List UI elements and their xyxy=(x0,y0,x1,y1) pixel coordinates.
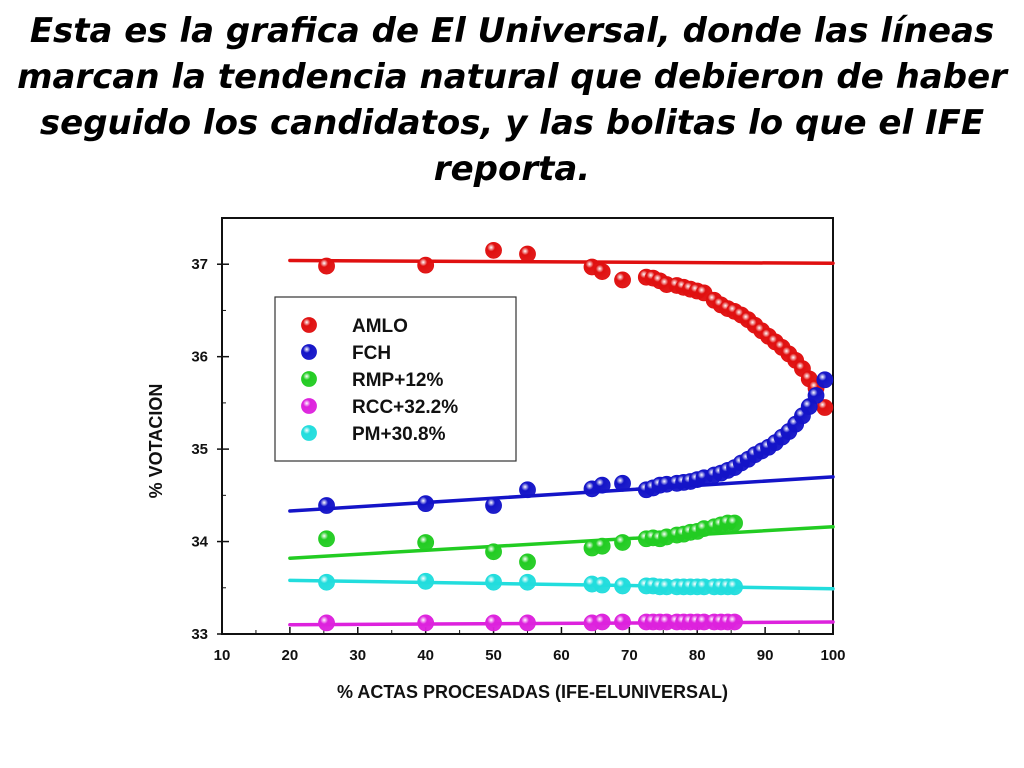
point-fch xyxy=(318,497,335,514)
y-tick-label: 37 xyxy=(191,256,208,273)
point-pm-30-8 xyxy=(318,573,335,591)
y-tick-label: 35 xyxy=(191,441,208,458)
point-fch xyxy=(614,474,631,492)
y-tick-label: 33 xyxy=(191,626,208,643)
trend-lines xyxy=(288,258,835,627)
legend-label-rcc-32-2: RCC+32.2% xyxy=(352,397,458,418)
legend-label-pm-30-8: PM+30.8% xyxy=(352,424,446,445)
point-pm-30-8 xyxy=(614,577,631,595)
point-rmp-12 xyxy=(485,543,502,561)
y-tick-label: 34 xyxy=(191,534,208,551)
point-pm-30-8 xyxy=(485,573,502,591)
point-rmp-12 xyxy=(726,514,743,532)
point-rcc-32-2 xyxy=(485,614,502,632)
slide-title: Esta es la grafica de El Universal, dond… xyxy=(17,11,1007,189)
trend-line-rmp-12 xyxy=(288,525,835,560)
x-tick-label: 50 xyxy=(485,647,502,664)
axis-ticks xyxy=(217,263,834,635)
point-amlo xyxy=(614,271,631,289)
point-pm-30-8 xyxy=(519,573,536,591)
point-rcc-32-2 xyxy=(593,613,611,631)
point-amlo xyxy=(519,245,536,263)
point-pm-30-8 xyxy=(726,578,743,596)
x-tick-label: 20 xyxy=(282,647,299,664)
x-tick-label: 60 xyxy=(553,647,570,664)
point-pm-30-8 xyxy=(593,576,611,594)
legend: AMLO FCH RMP+12% RCC+32.2% PM+30.8% xyxy=(274,296,517,462)
legend-label-rmp-12: RMP+12% xyxy=(352,370,443,391)
point-amlo xyxy=(417,256,435,274)
point-rmp-12 xyxy=(417,534,435,551)
legend-marker-pm-30-8 xyxy=(301,425,317,441)
x-axis-label: % ACTAS PROCESADAS (IFE-ELUNIVERSAL) xyxy=(337,682,728,702)
point-rmp-12 xyxy=(614,534,631,551)
trend-line-rcc-32-2 xyxy=(288,620,835,627)
data-points xyxy=(318,241,834,632)
point-rcc-32-2 xyxy=(726,613,743,631)
point-fch xyxy=(417,495,435,513)
x-tick-label: 70 xyxy=(621,647,638,664)
trend-line-fch xyxy=(288,475,835,513)
point-fch xyxy=(593,476,611,494)
y-axis-label: % VOTACION xyxy=(146,384,166,499)
x-tick-label: 30 xyxy=(349,647,366,664)
point-rcc-32-2 xyxy=(614,613,631,631)
axis-tick-labels: 10 20 30 40 50 60 70 80 90 100 33 34 35 36 37 xyxy=(191,256,845,664)
point-rmp-12 xyxy=(593,537,611,555)
x-tick-label: 100 xyxy=(820,647,845,664)
legend-marker-amlo xyxy=(301,317,317,333)
point-amlo xyxy=(318,257,335,275)
legend-marker-rmp-12 xyxy=(301,371,317,387)
y-tick-label: 36 xyxy=(191,349,208,366)
legend-marker-rcc-32-2 xyxy=(301,398,317,414)
legend-label-amlo: AMLO xyxy=(352,316,408,337)
trend-line-pm-30-8 xyxy=(288,578,835,591)
point-fch xyxy=(485,497,502,514)
point-rcc-32-2 xyxy=(519,614,536,632)
point-amlo xyxy=(485,241,502,259)
legend-label-fch: FCH xyxy=(352,343,391,364)
trend-line-amlo xyxy=(288,258,835,266)
point-rcc-32-2 xyxy=(318,614,335,632)
x-tick-label: 40 xyxy=(417,647,434,664)
x-tick-label: 90 xyxy=(757,647,774,664)
point-rcc-32-2 xyxy=(417,614,435,632)
x-tick-label: 80 xyxy=(689,647,706,664)
point-rmp-12 xyxy=(318,530,335,548)
point-rmp-12 xyxy=(519,553,536,571)
point-pm-30-8 xyxy=(417,572,435,590)
point-fch xyxy=(807,387,825,404)
point-fch xyxy=(519,481,536,499)
legend-marker-fch xyxy=(301,344,317,360)
point-amlo xyxy=(593,263,611,281)
x-tick-label: 10 xyxy=(214,647,231,664)
point-fch xyxy=(816,371,834,389)
